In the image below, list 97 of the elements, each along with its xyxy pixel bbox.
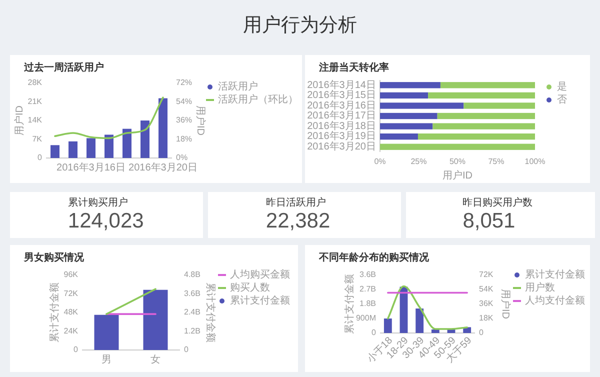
y-tick-label: 2016年3月20日 [307,140,376,152]
legend-label: 是 [557,82,567,93]
bar [437,112,535,120]
bar [431,329,440,333]
y-tick-label: 2.7B [360,284,376,294]
y2-tick-label: 36K [479,299,494,308]
y-tick-label: 2016年3月15日 [307,89,376,102]
y2-tick-label: 2.4B [184,308,200,317]
y2-tick-label: 18% [176,134,192,144]
chart-title: 男女购买情况 [23,252,85,264]
bar [432,123,535,130]
bar [380,82,440,88]
bar [380,133,418,140]
bar [464,102,535,109]
text: 8,051 [462,210,516,233]
y-tick-label: 2016年3月17日 [307,110,376,122]
y2-tick-label: 0 [184,345,189,354]
y2-tick-label: 72K [479,270,494,280]
y2-tick-label: 3.6B [184,288,200,298]
bar [380,92,428,99]
bar [440,82,535,88]
legend-label: 累计支付金额 [525,268,585,281]
x-tick-label: 女 [150,354,160,366]
legend-label: 购买人数 [230,282,270,294]
bar [104,134,114,158]
x-tick-label: 25% [410,157,427,166]
y-tick-label: 48K [64,308,79,317]
y-axis-title: 用户ID [14,106,26,136]
y-tick-label: 900M [356,314,376,323]
text: 124,023 [68,210,144,233]
legend-label: 活跃用户 [218,80,258,93]
y-tick-label: 0 [74,345,79,354]
y-tick-label: 24K [64,326,79,336]
bar [380,102,464,109]
text: 22,382 [266,210,330,233]
y-tick-label: 14K [28,116,43,125]
bar [122,128,132,158]
chart-title: 过去一周活跃用户 [23,62,104,74]
y-tick-label: 21K [28,96,43,106]
y-tick-label: 3.6B [360,270,376,280]
y-tick-label: 72K [64,288,79,298]
text: 用户行为分析 [243,14,357,36]
x-tick-label: 75% [488,157,504,166]
y2-tick-label: 4.8B [184,270,200,280]
bar [384,318,392,333]
line-series [54,96,164,140]
y-tick-label: 2016年3月14日 [307,78,376,91]
legend-label: 累计支付金额 [230,294,290,307]
line-series [387,285,468,330]
bar [86,138,96,158]
y-tick-label: 1.8B [360,299,376,308]
legend-label: 否 [557,94,567,106]
y2-axis-title: 用户ID [194,106,206,136]
y2-tick-label: 54% [176,96,192,106]
x-tick-label: 100% [524,157,546,166]
y-tick-label: 2016年3月19日 [307,130,376,142]
y-tick-label: 0 [372,328,377,338]
y-axis-title: 累计支付金额 [344,274,356,334]
bar [418,133,535,140]
y2-axis-title: 用户ID [499,289,512,319]
bar [158,98,168,158]
bar [140,120,150,158]
x-tick-label: 0% [374,157,386,166]
chart-title: 注册当天转化率 [318,62,389,74]
legend-label: 人均支付金额 [525,294,585,307]
x-tick-label: 男 [102,354,112,366]
y2-tick-label: 54K [479,284,494,294]
y-axis-title: 累计支付金额 [48,282,61,342]
y-tick-label: 2016年3月18日 [307,120,376,132]
legend-label: 用户数 [525,282,555,294]
bar [68,141,78,158]
legend-label: 人均购买金额 [230,268,290,281]
bar [428,92,535,99]
y-tick-label: 28K [28,78,43,88]
legend-label: 活跃用户（环比） [218,94,298,106]
y2-tick-label: 1.2B [184,326,200,336]
bar [416,308,424,333]
x-tick-label: 50% [449,157,466,166]
y2-tick-label: 0 [479,328,484,338]
chart-title: 不同年龄分布的购买情况 [318,252,430,264]
y-tick-label: 0 [38,153,43,162]
y2-tick-label: 36% [176,116,192,125]
bar [380,112,438,120]
y2-axis-title: 累计支付金额 [204,282,216,342]
x-tick-label: 2016年3月20日 [128,162,198,174]
text: 累计购买用户 [68,196,128,209]
y2-tick-label: 18K [479,314,494,323]
bar [380,144,535,150]
text: 昨日购买用户数 [462,196,533,209]
y-tick-label: 2016年3月16日 [307,99,376,112]
bar [380,123,433,130]
text: 昨日活跃用户 [266,196,326,209]
y2-tick-label: 72% [176,78,192,88]
x-axis-title: 用户ID [442,170,472,182]
y-tick-label: 96K [64,270,79,280]
bar [50,145,60,158]
y-tick-label: 7K [32,134,43,144]
